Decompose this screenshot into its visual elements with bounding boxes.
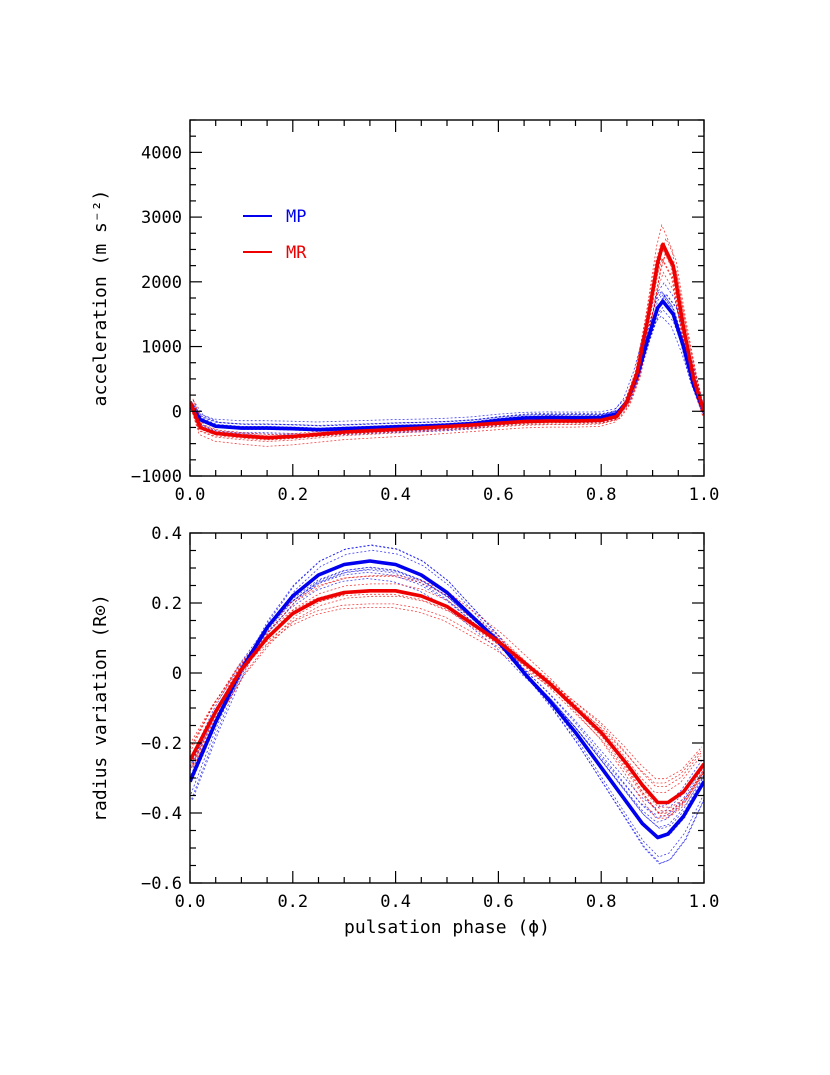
individual-curve-mp <box>190 291 704 435</box>
individual-curve-mr <box>193 249 704 440</box>
x-tick-label: 1.0 <box>689 485 720 505</box>
plot-frame-radius <box>189 532 705 884</box>
x-tick-label: 0.8 <box>586 485 617 505</box>
individual-curve-mp <box>190 282 704 431</box>
individual-curve-mr <box>190 590 704 813</box>
y-tick-label: −0.6 <box>141 874 182 894</box>
y-tick-label: 4000 <box>141 143 182 163</box>
individual-star-curves-acceleration <box>190 223 704 447</box>
y-tick-label: 3000 <box>141 208 182 228</box>
x-tick-label: 0.8 <box>586 892 617 912</box>
individual-curve-mr <box>190 575 703 819</box>
y-tick-label: −0.2 <box>141 734 182 754</box>
x-tick-label: 0.6 <box>483 892 514 912</box>
legend: MP MR <box>243 207 307 263</box>
x-axis-label: pulsation phase (ϕ) <box>344 917 550 938</box>
individual-curve-mr <box>190 256 703 441</box>
individual-curve-mr <box>190 603 703 780</box>
x-tick-label: 0.4 <box>380 485 411 505</box>
series-line-mp <box>190 559 704 840</box>
y-tick-label: 1000 <box>141 338 182 358</box>
acceleration-panel: 0.0 0.2 0.4 0.6 0.8 1.0 −1000 0 1000 2000 3000 4000… <box>90 119 720 505</box>
individual-curve-mr <box>190 245 704 442</box>
individual-curve-mr <box>190 243 702 440</box>
ticks-radius: 0.0 0.2 0.4 0.6 0.8 1.0 −0.6 −0.4 −0.2 0 0.2 0.4 <box>141 524 719 912</box>
legend-label-mp: MP <box>286 207 306 227</box>
individual-curve-mr <box>192 252 704 439</box>
individual-curve-mp <box>191 568 704 830</box>
y-axis-label-radius: radius variation (R⊙) <box>90 594 111 822</box>
individual-curve-mp <box>190 309 704 426</box>
series-layer-radius <box>190 559 704 840</box>
x-tick-label: 0.4 <box>380 892 411 912</box>
y-tick-label: −0.4 <box>141 804 182 824</box>
x-tick-label: 0.0 <box>175 892 206 912</box>
series-layer-acceleration <box>190 242 704 440</box>
y-tick-label: 0.4 <box>151 524 182 544</box>
y-tick-label: 2000 <box>141 273 182 293</box>
x-tick-label: 1.0 <box>689 892 720 912</box>
y-tick-label: 0 <box>172 402 182 422</box>
radius-panel: 0.0 0.2 0.4 0.6 0.8 1.0 −0.6 −0.4 −0.2 0 0.2 0.4 ra… <box>90 524 719 938</box>
individual-curve-mp <box>190 296 704 429</box>
series-line-mp <box>190 299 704 432</box>
individual-curve-mp <box>192 293 704 432</box>
legend-label-mr: MR <box>286 243 307 263</box>
y-tick-label: 0.2 <box>151 594 182 614</box>
individual-curve-mr <box>190 271 704 437</box>
individual-curve-mp <box>191 304 704 427</box>
individual-curve-mp <box>192 293 704 427</box>
series-line-mr <box>190 588 704 805</box>
individual-curve-mp <box>190 578 702 815</box>
x-tick-label: 0.0 <box>175 485 206 505</box>
individual-curve-mr <box>190 223 704 447</box>
y-tick-label: −1000 <box>131 467 182 487</box>
individual-curve-mr <box>192 250 704 436</box>
x-tick-label: 0.2 <box>277 485 308 505</box>
x-tick-label: 0.2 <box>277 892 308 912</box>
y-axis-label-acceleration: acceleration (m s⁻²) <box>90 190 111 407</box>
series-line-mr <box>190 242 704 440</box>
ticks-acceleration: 0.0 0.2 0.4 0.6 0.8 1.0 −1000 0 1000 2000 3000 4000 <box>131 119 720 505</box>
y-tick-label: 0 <box>172 664 182 684</box>
individual-curve-mr <box>190 257 704 438</box>
individual-curve-mr <box>190 607 701 784</box>
x-tick-label: 0.6 <box>483 485 514 505</box>
individual-curve-mr <box>192 575 704 817</box>
individual-curve-mp <box>191 544 704 865</box>
individual-curve-mp <box>190 292 704 437</box>
individual-curve-mr <box>192 237 704 437</box>
individual-curve-mr <box>192 595 704 808</box>
plot-frame-acceleration <box>189 119 705 477</box>
